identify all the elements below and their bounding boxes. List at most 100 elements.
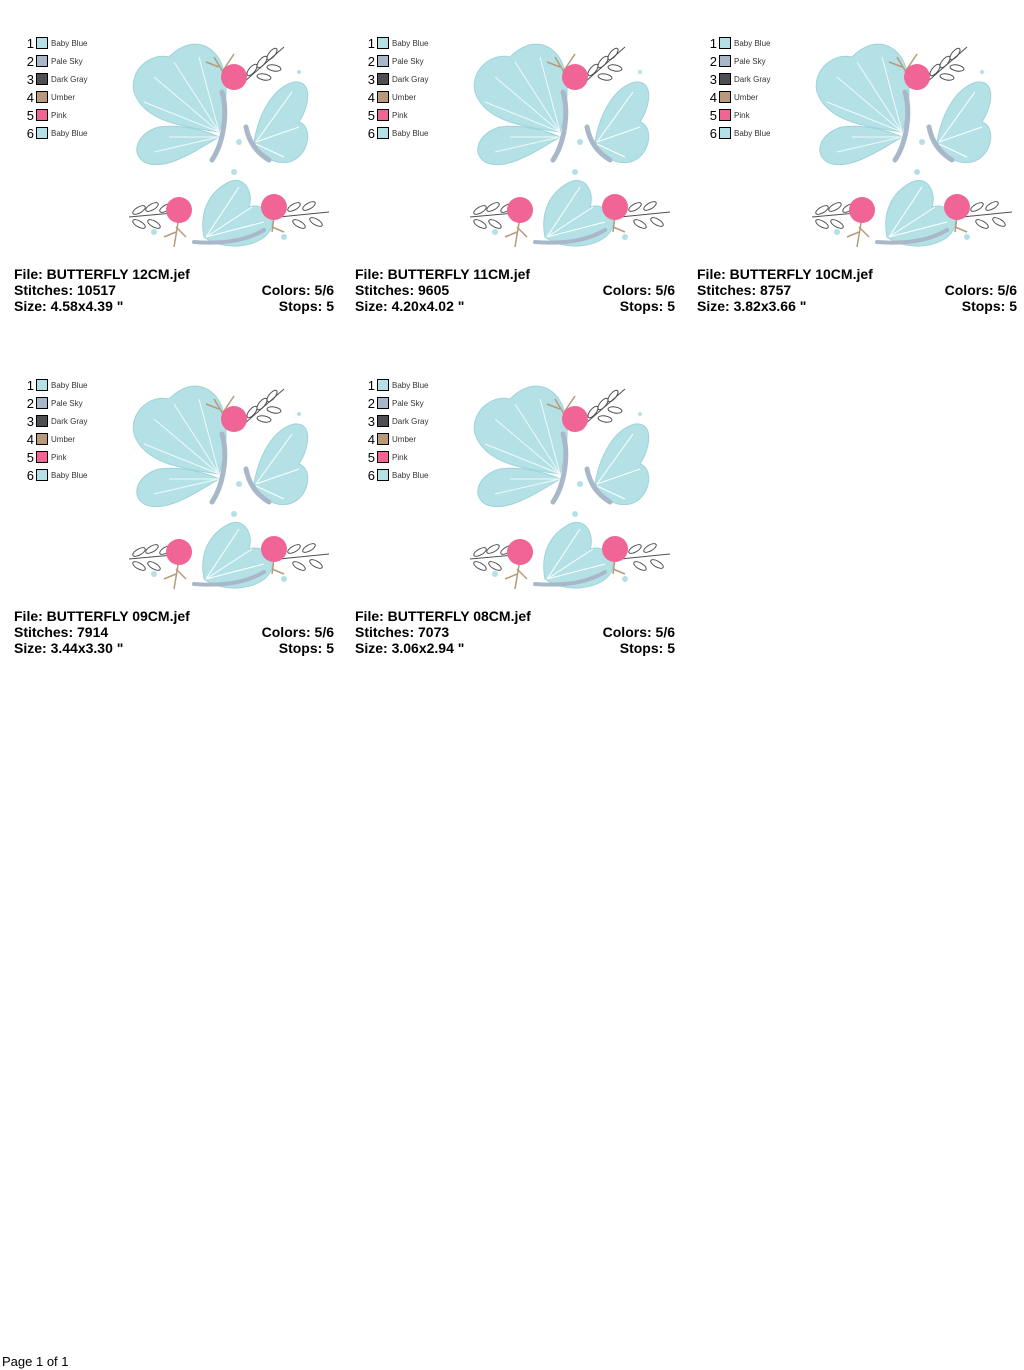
color-count: Colors: 5/6 xyxy=(261,282,334,298)
file-name: File: BUTTERFLY 08CM.jef xyxy=(355,608,531,624)
color-name: Pink xyxy=(734,110,750,120)
palette-entry: 1 Baby Blue xyxy=(361,34,429,52)
color-swatch xyxy=(36,469,48,481)
palette-entry: 1 Baby Blue xyxy=(20,376,88,394)
embroidery-preview xyxy=(128,43,330,248)
flower-icon xyxy=(166,64,287,223)
color-swatch xyxy=(719,37,731,49)
palette-entry: 5 Pink xyxy=(20,106,87,124)
design-card[interactable]: 1 Baby Blue 2 Pale Sky 3 Dark Gray 4 Umber 5 Pink… xyxy=(14,22,334,315)
butterfly-bottom-icon xyxy=(885,179,956,247)
palette-number: 3 xyxy=(709,71,717,87)
butterfly-large-icon xyxy=(473,43,568,166)
palette-number: 4 xyxy=(367,431,375,447)
palette-entry: 5 Pink xyxy=(703,106,770,124)
palette-entry: 2 Pale Sky xyxy=(20,52,87,70)
color-swatch xyxy=(377,73,389,85)
design-card[interactable]: 1 Baby Blue 2 Pale Sky 3 Dark Gray 4 Umber 5 Pink… xyxy=(14,364,334,657)
design-card[interactable]: 1 Baby Blue 2 Pale Sky 3 Dark Gray 4 Umber 5 Pink… xyxy=(355,22,675,315)
color-name: Baby Blue xyxy=(392,38,429,48)
palette-number: 3 xyxy=(26,413,34,429)
color-palette: 1 Baby Blue 2 Pale Sky 3 Dark Gray 4 Umber 5 Pink… xyxy=(20,376,88,484)
palette-entry: 2 Pale Sky xyxy=(361,394,428,412)
color-name: Baby Blue xyxy=(392,470,429,480)
color-swatch xyxy=(377,451,389,463)
palette-number: 5 xyxy=(709,107,717,123)
color-swatch xyxy=(36,73,48,85)
flower-icon xyxy=(507,64,628,223)
design-size: Size: 3.82x3.66 " xyxy=(697,298,807,314)
color-name: Pale Sky xyxy=(392,398,424,408)
palette-number: 1 xyxy=(26,35,34,51)
palette-number: 1 xyxy=(367,377,375,393)
palette-number: 2 xyxy=(367,53,375,69)
palette-number: 4 xyxy=(26,89,34,105)
stitch-count: Stitches: 9605 xyxy=(355,282,450,298)
file-name: File: BUTTERFLY 10CM.jef xyxy=(697,266,873,282)
palette-entry: 1 Baby Blue xyxy=(703,34,771,52)
design-info: File: BUTTERFLY 08CM.jef Stitches: 7073 … xyxy=(355,608,675,656)
design-info: File: BUTTERFLY 10CM.jef Stitches: 8757 … xyxy=(697,266,1017,314)
color-swatch xyxy=(377,127,389,139)
stop-count: Stops: 5 xyxy=(961,298,1017,314)
palette-number: 6 xyxy=(26,467,34,483)
color-swatch xyxy=(719,127,731,139)
design-card[interactable]: 1 Baby Blue 2 Pale Sky 3 Dark Gray 4 Umber 5 Pink… xyxy=(355,364,675,657)
color-name: Baby Blue xyxy=(51,38,88,48)
palette-entry: 3 Dark Gray xyxy=(20,70,88,88)
butterfly-bottom-icon xyxy=(202,521,273,589)
color-swatch xyxy=(36,91,48,103)
twig-icon xyxy=(504,395,626,590)
color-swatch xyxy=(36,127,48,139)
color-name: Baby Blue xyxy=(392,380,429,390)
color-name: Umber xyxy=(734,92,759,102)
stitch-count: Stitches: 8757 xyxy=(697,282,792,298)
color-name: Pink xyxy=(392,452,408,462)
color-name: Pink xyxy=(51,452,67,462)
stop-count: Stops: 5 xyxy=(278,640,334,656)
color-name: Dark Gray xyxy=(51,416,88,426)
butterfly-bottom-icon xyxy=(543,521,614,589)
design-card[interactable]: 1 Baby Blue 2 Pale Sky 3 Dark Gray 4 Umber 5 Pink… xyxy=(697,22,1017,315)
color-name: Pale Sky xyxy=(51,56,83,66)
color-name: Pale Sky xyxy=(392,56,424,66)
color-name: Dark Gray xyxy=(51,74,88,84)
palette-entry: 1 Baby Blue xyxy=(20,34,88,52)
palette-entry: 6 Baby Blue xyxy=(361,124,429,142)
palette-entry: 3 Dark Gray xyxy=(703,70,771,88)
palette-entry: 4 Umber xyxy=(361,430,428,448)
palette-entry: 5 Pink xyxy=(361,448,428,466)
color-name: Pink xyxy=(392,110,408,120)
stitch-count: Stitches: 7073 xyxy=(355,624,450,640)
color-swatch xyxy=(377,55,389,67)
palette-number: 2 xyxy=(26,53,34,69)
butterfly-bottom-icon xyxy=(543,179,614,247)
color-swatch xyxy=(36,379,48,391)
color-swatch xyxy=(719,73,731,85)
color-swatch xyxy=(377,37,389,49)
butterfly-right-icon xyxy=(253,423,309,506)
butterfly-right-icon xyxy=(936,81,992,164)
butterfly-large-icon xyxy=(473,385,568,508)
color-swatch xyxy=(36,415,48,427)
file-name: File: BUTTERFLY 09CM.jef xyxy=(14,608,190,624)
stop-count: Stops: 5 xyxy=(619,298,675,314)
palette-entry: 5 Pink xyxy=(20,448,87,466)
butterfly-large-icon xyxy=(815,43,910,166)
palette-number: 1 xyxy=(26,377,34,393)
palette-number: 5 xyxy=(26,107,34,123)
color-swatch xyxy=(377,109,389,121)
color-name: Pink xyxy=(51,110,67,120)
color-swatch xyxy=(719,109,731,121)
palette-number: 3 xyxy=(367,71,375,87)
color-swatch xyxy=(377,433,389,445)
color-name: Pale Sky xyxy=(734,56,766,66)
palette-number: 4 xyxy=(26,431,34,447)
design-info: File: BUTTERFLY 09CM.jef Stitches: 7914 … xyxy=(14,608,334,656)
file-name: File: BUTTERFLY 12CM.jef xyxy=(14,266,190,282)
palette-entry: 3 Dark Gray xyxy=(361,412,429,430)
color-name: Umber xyxy=(51,434,76,444)
palette-entry: 2 Pale Sky xyxy=(361,52,428,70)
palette-entry: 4 Umber xyxy=(361,88,428,106)
color-swatch xyxy=(719,55,731,67)
